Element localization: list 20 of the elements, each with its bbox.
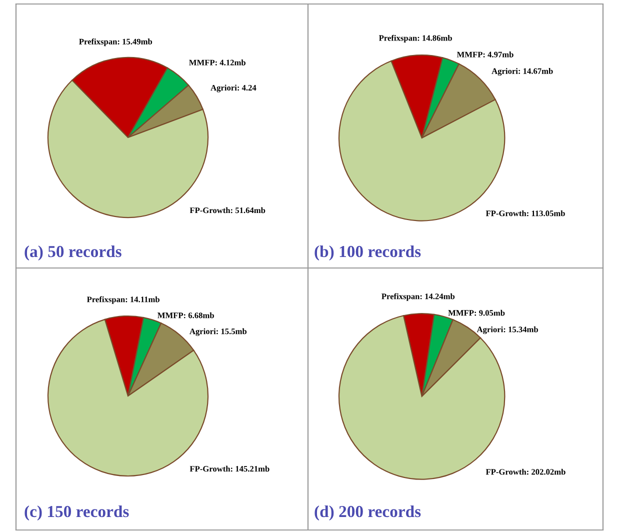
slice-label: Prefixspan: 14.11mb <box>86 296 160 304</box>
slice-label: FP-Growth: 51.64mb <box>190 207 266 214</box>
slice-label: FP-Growth: 113.05mb <box>486 210 565 216</box>
slice-label: FP-Growth: 202.02mb <box>486 468 566 475</box>
slice-label: MMFP: 6.68mb <box>158 312 214 318</box>
text: (a) 50 records <box>24 245 122 261</box>
slice-label: FP-Growth: 145.21mb <box>190 466 270 472</box>
text: (d) 200 records <box>314 505 421 521</box>
slice-label: MMFP: 4.12mb <box>189 60 246 66</box>
text: (b) 100 records <box>314 245 421 261</box>
slice-label: MMFP: 4.97mb <box>456 51 514 58</box>
slice-label: Agriori: 15.5mb <box>190 328 247 336</box>
slice-label: Prefixspan: 14.24mb <box>382 293 455 301</box>
text: (c) 150 records <box>24 505 129 521</box>
slice-label: Agriori: 15.34mb <box>476 326 538 334</box>
slice-label: MMFP: 9.05mb <box>448 310 505 316</box>
slice-label: Agriori: 14.67mb <box>492 68 553 76</box>
slice-label: Prefixspan: 15.49mb <box>79 38 152 46</box>
slice-label: Agriori: 4.24 <box>210 84 256 92</box>
slice-label: Prefixspan: 14.86mb <box>378 34 452 43</box>
